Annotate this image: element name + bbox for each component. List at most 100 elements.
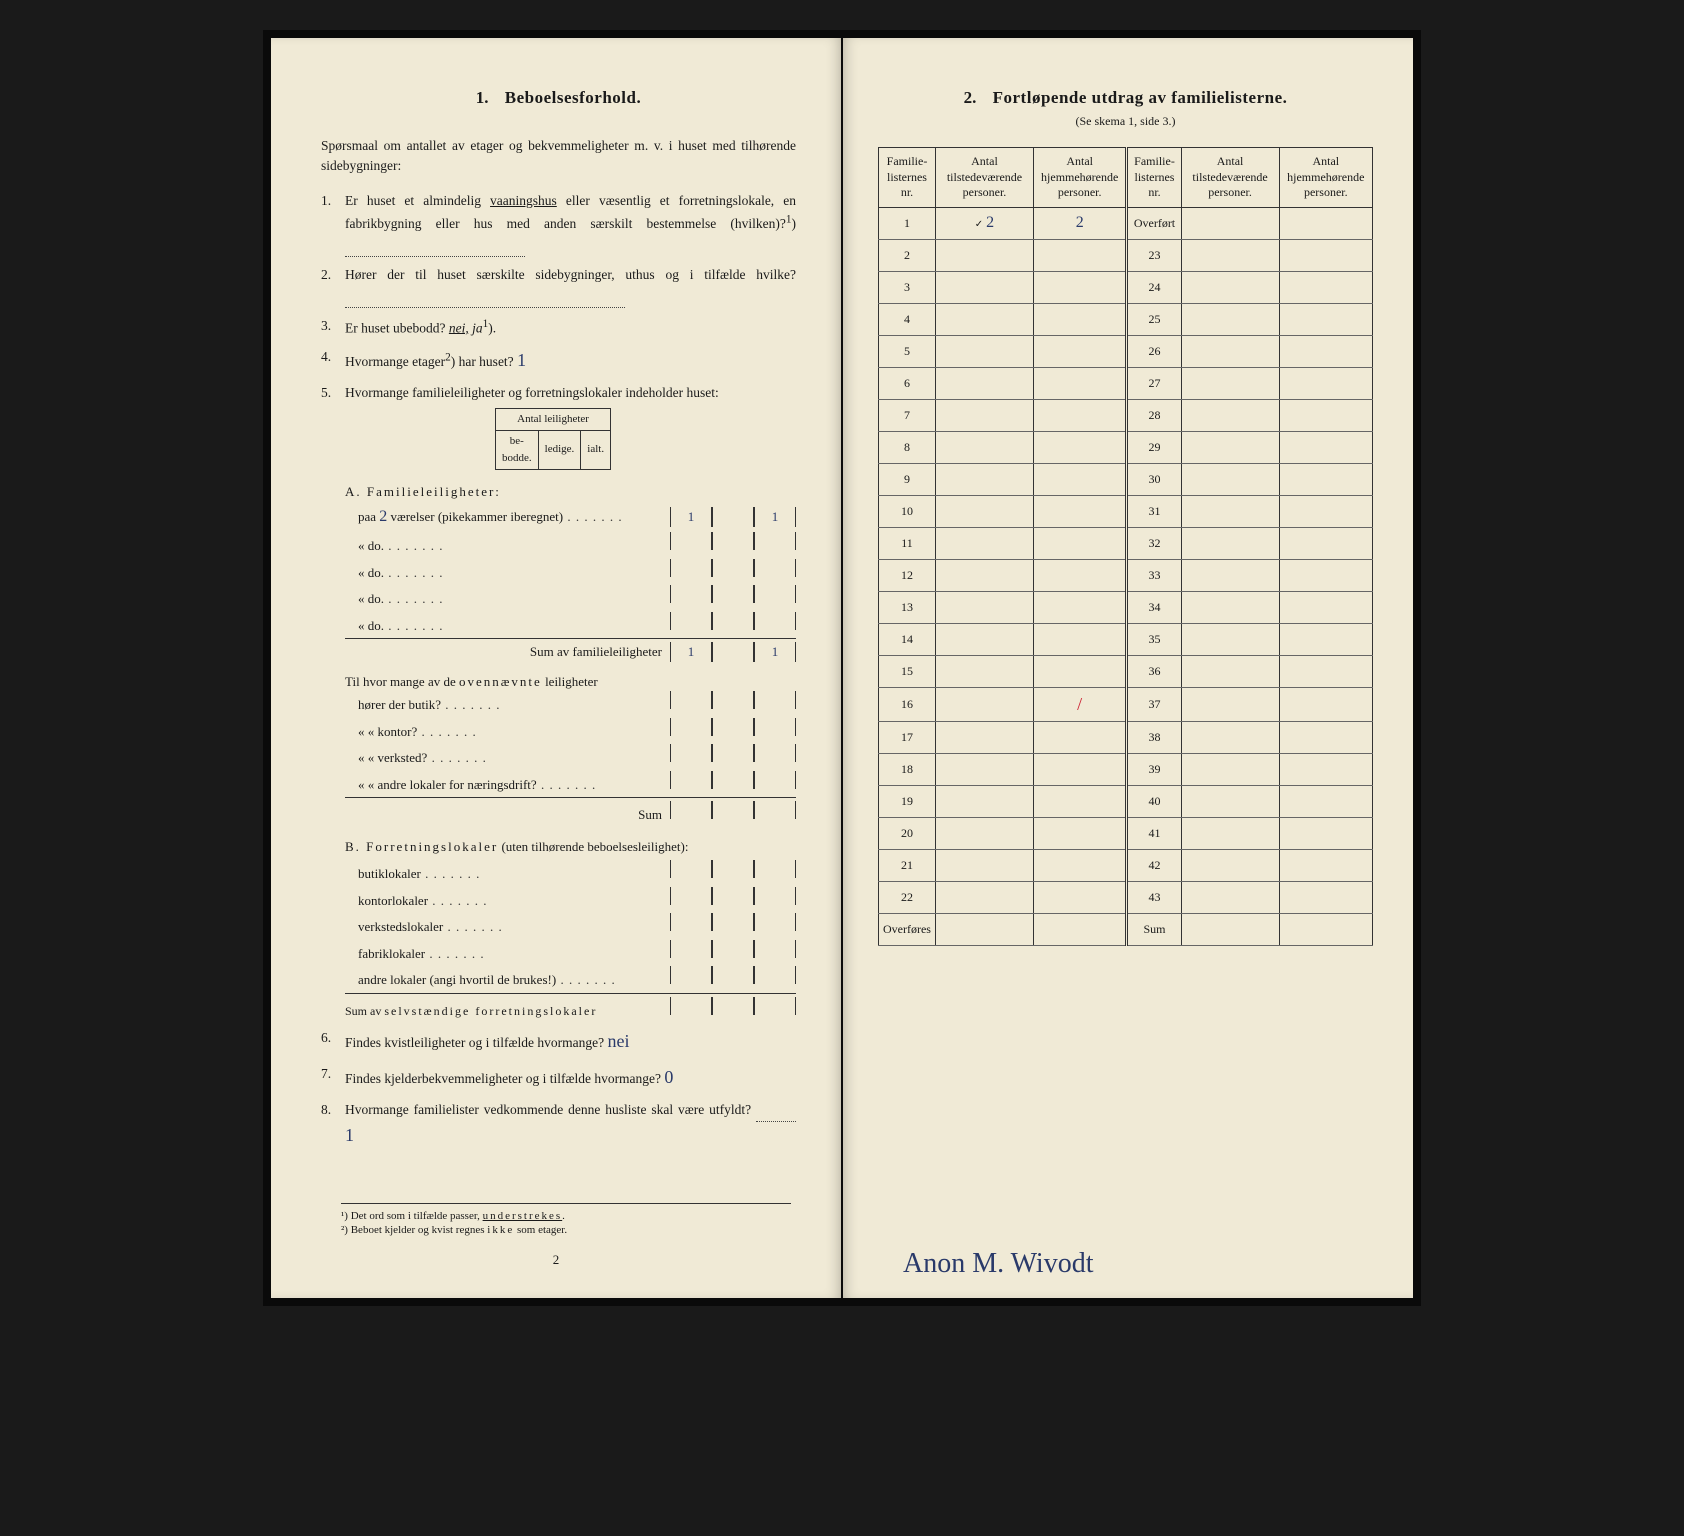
sec-a-sub-row: « « andre lokaler for næringsdrift? <box>345 771 796 795</box>
cell-nr-right: 43 <box>1127 881 1181 913</box>
sec-a-row: « do. <box>345 532 796 556</box>
question-3: 3. Er huset ubebodd? nei, ja1). <box>345 316 796 339</box>
q7-answer: 0 <box>664 1067 673 1087</box>
cell-home-left <box>1033 527 1126 559</box>
sec-a-sub-row: « « verksted? <box>345 744 796 768</box>
sec-b-row: fabriklokaler <box>345 940 796 964</box>
cell-nr-right: 30 <box>1127 463 1181 495</box>
section-2-subref: (Se skema 1, side 3.) <box>878 114 1373 129</box>
cell-present-right <box>1181 367 1279 399</box>
cell-home-left <box>1033 559 1126 591</box>
b-row-label: butiklokaler <box>345 864 670 884</box>
cell-home-right <box>1279 271 1372 303</box>
b-row-label: andre lokaler (angi hvortil de brukes!) <box>345 970 670 990</box>
cell-present-left <box>935 721 1033 753</box>
cell-nr-right: 38 <box>1127 721 1181 753</box>
cell-home-left <box>1033 431 1126 463</box>
cell-present-left <box>935 303 1033 335</box>
cell-home-right <box>1279 721 1372 753</box>
cell-home-right <box>1279 655 1372 687</box>
cell-nr-left: 15 <box>879 655 936 687</box>
cell-nr-right: 34 <box>1127 591 1181 623</box>
cell-present-left <box>935 849 1033 881</box>
cell-present-left <box>935 817 1033 849</box>
cell-present-left <box>935 785 1033 817</box>
q3-nei: nei, <box>449 320 469 335</box>
cell-present-left <box>935 463 1033 495</box>
row-label: « do. <box>345 563 670 583</box>
footnote-2: ²) Beboet kjelder og kvist regnes ikke s… <box>341 1224 791 1236</box>
cell-home-right <box>1279 399 1372 431</box>
cell-present-right <box>1181 623 1279 655</box>
cell-ledige <box>712 507 754 527</box>
cell-nr-right: Overført <box>1127 207 1181 239</box>
row-hand: 2 <box>379 508 387 525</box>
table-row: 12 33 <box>879 559 1373 591</box>
cell-nr-right: 37 <box>1127 687 1181 721</box>
mini-col-bebodde: be-bodde. <box>496 430 539 469</box>
cell-home-left <box>1033 849 1126 881</box>
cell-home-left <box>1033 303 1126 335</box>
cell-present-left <box>935 495 1033 527</box>
cell-home-left <box>1033 335 1126 367</box>
question-6: 6. Findes kvistleiligheter og i tilfælde… <box>345 1028 796 1056</box>
footnote-1: ¹) Det ord som i tilfælde passer, unders… <box>341 1210 791 1222</box>
sub-label: « « verksted? <box>345 748 670 768</box>
section-1-label: Beboelsesforhold. <box>505 88 641 107</box>
subsection-a: A. Familieleiligheter: paa 2 værelser (p… <box>345 482 796 1020</box>
cell-nr-left: 7 <box>879 399 936 431</box>
sec-b-row: butiklokaler <box>345 860 796 884</box>
cell-nr-left: 4 <box>879 303 936 335</box>
cell-nr-left: 3 <box>879 271 936 303</box>
table-row: 3 24 <box>879 271 1373 303</box>
cell-home-right <box>1279 559 1372 591</box>
family-list-table: Familie-listernesnr. Antaltilstedeværend… <box>878 147 1373 946</box>
cell-ialt <box>754 559 796 577</box>
cell-nr-left: 13 <box>879 591 936 623</box>
signature: Anon M. Wivodt <box>903 1248 1093 1280</box>
table-row: 2 23 <box>879 239 1373 271</box>
cell-ledige <box>712 559 754 577</box>
cell-present-left <box>935 239 1033 271</box>
cell-present-left <box>935 881 1033 913</box>
cell-present-right <box>1181 559 1279 591</box>
cell-present-right <box>1181 687 1279 721</box>
cell-home-left <box>1033 271 1126 303</box>
cell-nr-left: 2 <box>879 239 936 271</box>
cell-present-right <box>1181 849 1279 881</box>
cell-home-right <box>1279 207 1372 239</box>
cell-ledige <box>712 612 754 630</box>
cell-nr-left: 10 <box>879 495 936 527</box>
question-list: 1. Er huset et almindelig vaaningshus el… <box>321 191 796 1150</box>
q3-ja: ja <box>472 320 483 335</box>
q1-blank <box>345 235 525 257</box>
cell-home-left <box>1033 655 1126 687</box>
table-row: 22 43 <box>879 881 1373 913</box>
sub-label: hører der butik? <box>345 695 670 715</box>
row-label: paa 2 værelser (pikekammer iberegnet) <box>345 505 670 529</box>
cell-nr-left: 22 <box>879 881 936 913</box>
cell-present-left <box>935 687 1033 721</box>
cell-nr-left: 8 <box>879 431 936 463</box>
cell-present-left <box>935 753 1033 785</box>
col-home-right: Antalhjemmehørendepersoner. <box>1279 148 1372 208</box>
sec-a-sub-sum: Sum <box>345 797 796 825</box>
cell-present-right <box>1181 881 1279 913</box>
cell-present-left <box>935 527 1033 559</box>
table-row: Overføres Sum <box>879 913 1373 945</box>
cell-present-right <box>1181 655 1279 687</box>
cell-nr-left: 20 <box>879 817 936 849</box>
cell-present-right <box>1181 785 1279 817</box>
cell-nr-right: 29 <box>1127 431 1181 463</box>
cell-home-left <box>1033 463 1126 495</box>
cell-present-right <box>1181 239 1279 271</box>
sec-b-row: andre lokaler (angi hvortil de brukes!) <box>345 966 796 990</box>
cell-nr-left: 18 <box>879 753 936 785</box>
cell-present-right <box>1181 335 1279 367</box>
sec-a-row: « do. <box>345 585 796 609</box>
sub-label: « « andre lokaler for næringsdrift? <box>345 775 670 795</box>
table-row: 20 41 <box>879 817 1373 849</box>
cell-present-right <box>1181 817 1279 849</box>
cell-present-left <box>935 559 1033 591</box>
cell-present-left <box>935 399 1033 431</box>
